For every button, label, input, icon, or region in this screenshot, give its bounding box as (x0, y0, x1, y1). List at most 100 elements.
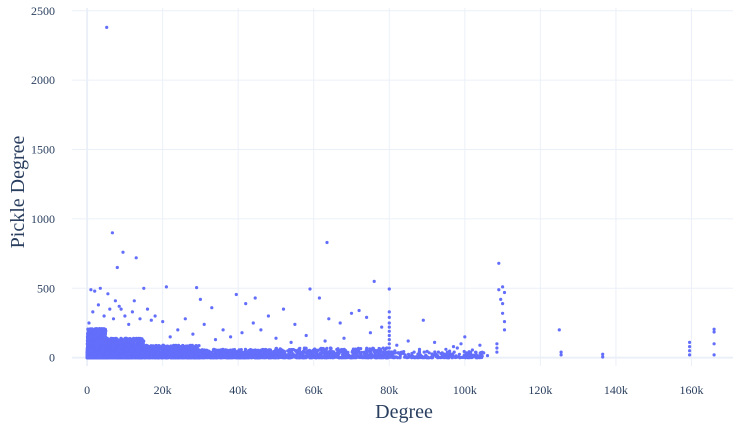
scatter-point (221, 328, 225, 332)
scatter-point (334, 353, 338, 357)
scatter-point (200, 348, 204, 352)
scatter-point (502, 328, 507, 332)
scatter-point (168, 335, 172, 339)
scatter-point (223, 349, 228, 353)
scatter-point (130, 352, 134, 356)
y-tick-label: 0 (49, 351, 55, 365)
scatter-point (289, 340, 293, 344)
scatter-point (425, 349, 429, 353)
scatter-point (153, 355, 157, 359)
scatter-point (86, 346, 90, 350)
scatter-point (103, 331, 107, 335)
scatter-point (142, 286, 146, 290)
scatter-point (132, 347, 136, 351)
scatter-point (315, 355, 319, 359)
scatter-point (712, 327, 716, 331)
scatter-point (93, 347, 97, 351)
scatter-point (434, 353, 438, 357)
scatter-point (119, 336, 123, 340)
scatter-point (410, 351, 414, 356)
scatter-point (97, 344, 101, 348)
scatter-point (429, 355, 434, 359)
scatter-point (145, 354, 149, 358)
scatter-point (253, 296, 257, 300)
scatter-point (474, 353, 478, 357)
scatter-point (387, 329, 391, 333)
x-axis-title: Degree (375, 401, 433, 423)
scatter-point (455, 346, 459, 350)
scatter-point (442, 356, 447, 360)
scatter-point (299, 354, 303, 358)
scatter-point (387, 350, 391, 354)
scatter-point (203, 350, 207, 354)
scatter-point (178, 347, 182, 351)
scatter-point (243, 354, 247, 358)
scatter-point (119, 307, 123, 311)
scatter-point (342, 336, 346, 340)
scatter-point (288, 354, 293, 358)
scatter-point (97, 338, 101, 342)
scatter-point (125, 356, 129, 360)
scatter-point (116, 341, 120, 345)
scatter-point (458, 356, 462, 360)
scatter-point (105, 355, 109, 359)
scatter-point (145, 345, 149, 349)
scatter-point (330, 356, 334, 360)
scatter-point (243, 347, 248, 351)
scatter-point (153, 314, 157, 318)
scatter-point (502, 290, 507, 295)
scatter-point (90, 329, 94, 333)
scatter-point (86, 341, 90, 345)
scatter-point (164, 285, 168, 289)
scatter-point (215, 354, 219, 359)
scatter-point (190, 351, 194, 355)
scatter-point (225, 353, 229, 357)
scatter-point (182, 353, 186, 357)
y-tick-label: 500 (37, 281, 55, 295)
scatter-point (349, 311, 354, 315)
scatter-point (124, 348, 128, 352)
scatter-point (93, 355, 97, 360)
scatter-point (161, 345, 165, 349)
scatter-point (417, 354, 421, 358)
scatter-point (114, 341, 118, 345)
scatter-point (329, 346, 333, 351)
scatter-point (241, 350, 245, 354)
scatter-point (377, 348, 382, 352)
scatter-point (337, 351, 341, 355)
scatter-point (406, 339, 410, 343)
scatter-point (457, 352, 461, 356)
scatter-point (91, 310, 95, 314)
scatter-point (110, 231, 114, 235)
scatter-point (168, 355, 172, 359)
x-tick-label: 80k (380, 383, 398, 397)
scatter-point (262, 348, 266, 352)
scatter-point (495, 350, 499, 354)
scatter-point (391, 352, 395, 356)
scatter-point (383, 348, 387, 352)
scatter-point (357, 348, 361, 352)
scatter-point (388, 355, 392, 359)
scatter-point (190, 355, 194, 359)
scatter-point (227, 349, 231, 353)
scatter-point (557, 328, 561, 332)
scatter-point (102, 314, 106, 318)
y-tick-label: 1500 (31, 143, 55, 157)
scatter-point (165, 355, 169, 360)
scatter-point (378, 351, 382, 355)
scatter-point (105, 25, 109, 29)
scatter-point (497, 261, 501, 265)
scatter-point (480, 354, 484, 358)
scatter-point (265, 351, 269, 355)
scatter-point (155, 353, 159, 357)
scatter-point (601, 355, 605, 359)
scatter-point (371, 354, 375, 358)
scatter-point (336, 347, 340, 351)
scatter-point (97, 353, 102, 357)
scatter-point (348, 356, 352, 360)
scatter-point (96, 303, 100, 307)
scatter-point (465, 355, 469, 359)
scatter-point (413, 356, 417, 360)
scatter-point (232, 348, 237, 352)
scatter-point (315, 349, 319, 353)
